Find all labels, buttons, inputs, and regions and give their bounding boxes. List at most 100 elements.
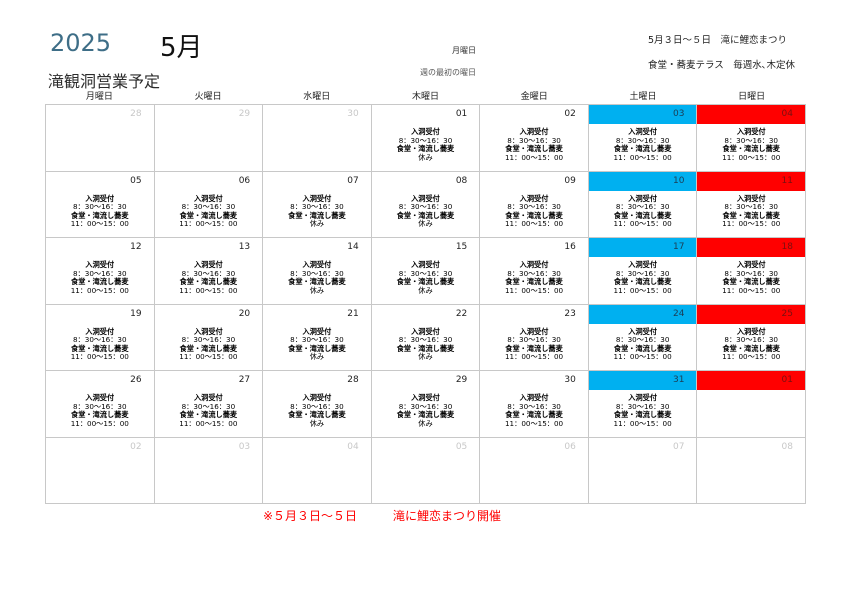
calendar-grid: 28 29 30 01 入洞受付 8：30～16：30 食堂・滝流し蕎麦 休み 02 入洞受付 8：… [45, 104, 806, 504]
schedule-line: 入洞受付 [519, 393, 549, 402]
schedule-line: 8：30～16：30 [724, 202, 778, 212]
schedule-line: 8：30～16：30 [615, 401, 670, 411]
day-number: 23 [564, 308, 576, 319]
day-number: 08 [455, 175, 468, 186]
schedule-line: 食堂・滝流し蕎麦 [71, 410, 129, 420]
calendar-day-cell: 28 [46, 105, 155, 172]
day-schedule: 入洞受付 8：30～16：30 食堂・滝流し蕎麦 11：00～15：00 [589, 194, 697, 229]
schedule-line: 11：00～15：00 [179, 285, 238, 295]
schedule-line: 休み [309, 285, 325, 295]
month-label: 5月 [160, 33, 203, 63]
day-number: 28 [130, 109, 142, 119]
calendar-day-cell: 09 入洞受付 8：30～16：30 食堂・滝流し蕎麦 11：00～15：00 [480, 171, 589, 238]
schedule-line: 11：00～15：00 [613, 152, 672, 162]
calendar-day-cell: 13 入洞受付 8：30～16：30 食堂・滝流し蕎麦 11：00～15：00 [154, 238, 264, 305]
day-number: 26 [130, 375, 142, 385]
day-schedule: 入洞受付 8：30～16：30 食堂・滝流し蕎麦 休み [263, 393, 371, 428]
calendar-day-cell: 30 [263, 105, 372, 172]
schedule-line: 食堂・滝流し蕎麦 [505, 144, 563, 154]
day-schedule: 入洞受付 8：30～16：30 食堂・滝流し蕎麦 11：00～15：00 [589, 127, 697, 162]
schedule-line: 入洞受付 [628, 393, 658, 402]
schedule-line: 8：30～16：30 [615, 268, 670, 278]
schedule-line: 食堂・滝流し蕎麦 [179, 343, 238, 353]
schedule-line: 11：00～15：00 [179, 418, 238, 428]
schedule-line: 食堂・滝流し蕎麦 [396, 144, 455, 154]
calendar-day-cell: 04 [263, 437, 372, 504]
calendar-day-cell: 29 入洞受付 8：30～16：30 食堂・滝流し蕎麦 休み [371, 371, 481, 438]
day-number: 30 [347, 109, 359, 119]
weekday-header: 水曜日 [303, 92, 331, 102]
calendar-day-cell: 02 [46, 437, 155, 504]
schedule-line: 食堂・滝流し蕎麦 [505, 210, 563, 220]
schedule-line: 入洞受付 [302, 393, 332, 402]
schedule-line: 11：00～15：00 [179, 219, 238, 229]
schedule-line: 入洞受付 [628, 127, 658, 136]
schedule-line: 入洞受付 [411, 127, 440, 136]
schedule-line: 入洞受付 [302, 193, 332, 203]
schedule-line: 入洞受付 [628, 260, 658, 269]
calendar-day-cell: 05 [371, 437, 481, 504]
calendar-day-cell: 23 入洞受付 8：30～16：30 食堂・滝流し蕎麦 11：00～15：00 [480, 304, 589, 371]
schedule-line: 8：30～16：30 [290, 202, 344, 212]
day-number: 27 [238, 375, 251, 385]
day-schedule: 入洞受付 8：30～16：30 食堂・滝流し蕎麦 11：00～15：00 [589, 393, 697, 428]
schedule-line: 8：30～16：30 [398, 401, 453, 411]
calendar-day-cell: 29 [154, 105, 264, 172]
schedule-line: 入洞受付 [628, 326, 658, 336]
schedule-line: 8：30～16：30 [507, 335, 561, 345]
schedule-line: 8：30～16：30 [615, 202, 670, 212]
calendar-day-cell: 30 入洞受付 8：30～16：30 食堂・滝流し蕎麦 11：00～15：00 [480, 371, 589, 438]
day-number: 01 [455, 109, 468, 119]
festival-note: 5月３日～５日 滝に鯉恋まつり [648, 35, 788, 46]
weekday-header: 金曜日 [520, 92, 548, 102]
day-number: 02 [130, 441, 142, 452]
day-schedule: 入洞受付 8：30～16：30 食堂・滝流し蕎麦 11：00～15：00 [155, 260, 263, 295]
day-schedule: 入洞受付 8：30～16：30 食堂・滝流し蕎麦 11：00～15：00 [46, 194, 154, 229]
schedule-line: 11：00～15：00 [722, 219, 781, 229]
schedule-line: 休み [418, 152, 433, 162]
day-schedule: 入洞受付 8：30～16：30 食堂・滝流し蕎麦 11：00～15：00 [155, 393, 263, 428]
day-number: 07 [672, 441, 685, 452]
week-start-value: 月曜日 [452, 46, 476, 55]
calendar-day-cell: 15 入洞受付 8：30～16：30 食堂・滝流し蕎麦 休み [371, 238, 481, 305]
schedule-line: 入洞受付 [85, 260, 115, 269]
day-number: 04 [697, 105, 805, 124]
schedule-line: 入洞受付 [519, 260, 549, 269]
day-number: 25 [697, 304, 805, 324]
schedule-line: 入洞受付 [193, 193, 223, 203]
schedule-line: 11：00～15：00 [722, 152, 781, 162]
day-schedule: 入洞受付 8：30～16：30 食堂・滝流し蕎麦 11：00～15：00 [480, 127, 588, 162]
schedule-line: 入洞受付 [411, 393, 440, 402]
day-number: 10 [588, 171, 697, 191]
day-schedule: 入洞受付 8：30～16：30 食堂・滝流し蕎麦 11：00～15：00 [480, 193, 588, 229]
schedule-line: 食堂・滝流し蕎麦 [179, 410, 238, 420]
day-number: 09 [564, 175, 576, 186]
schedule-line: 8：30～16：30 [72, 335, 127, 345]
schedule-line: 食堂・滝流し蕎麦 [288, 210, 346, 220]
day-number: 02 [564, 109, 576, 119]
day-schedule: 入洞受付 8：30～16：30 食堂・滝流し蕎麦 11：00～15：00 [46, 260, 154, 295]
day-number: 29 [455, 375, 468, 385]
day-number: 07 [347, 175, 359, 186]
day-schedule: 入洞受付 8：30～16：30 食堂・滝流し蕎麦 11：00～15：00 [697, 193, 805, 229]
schedule-line: 11：00～15：00 [613, 285, 672, 295]
schedule-line: 入洞受付 [302, 260, 332, 269]
schedule-line: 8：30～16：30 [181, 268, 236, 278]
schedule-line: 休み [418, 285, 433, 295]
schedule-line: 8：30～16：30 [507, 401, 561, 411]
calendar-day-cell: 28 入洞受付 8：30～16：30 食堂・滝流し蕎麦 休み [263, 371, 372, 438]
schedule-line: 11：00～15：00 [179, 352, 238, 362]
schedule-line: 食堂・滝流し蕎麦 [722, 343, 780, 353]
schedule-line: 入洞受付 [519, 127, 549, 136]
schedule-line: 食堂・滝流し蕎麦 [505, 410, 563, 420]
weekday-header: 日曜日 [738, 92, 766, 102]
schedule-line: 入洞受付 [411, 193, 440, 203]
footer-note: ※５月３日～５日 滝に鯉恋まつり開催 [263, 509, 502, 523]
day-number: 22 [455, 308, 468, 319]
schedule-line: 食堂・滝流し蕎麦 [613, 410, 672, 420]
day-number: 16 [564, 242, 576, 252]
schedule-line: 入洞受付 [519, 193, 549, 203]
schedule-line: 入洞受付 [736, 193, 766, 203]
calendar-day-cell: 07 入洞受付 8：30～16：30 食堂・滝流し蕎麦 休み [263, 171, 372, 238]
day-number: 05 [455, 441, 468, 452]
